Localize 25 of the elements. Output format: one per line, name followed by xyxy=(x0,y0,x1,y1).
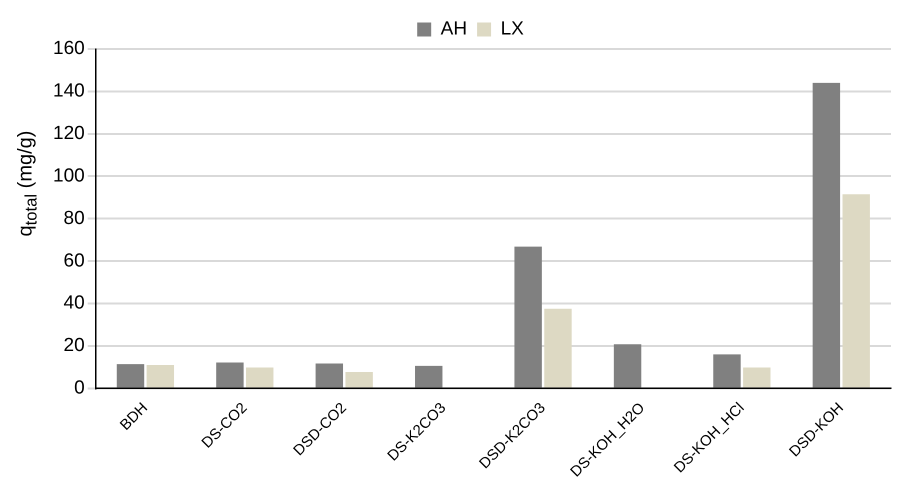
bar xyxy=(812,82,840,388)
bar xyxy=(316,364,344,388)
y-tick-label: 160 xyxy=(53,38,85,60)
legend-label: LX xyxy=(500,18,524,40)
bar xyxy=(415,366,442,388)
bar xyxy=(743,368,771,388)
bar xyxy=(246,368,274,388)
bar xyxy=(216,362,244,388)
y-tick-label: 60 xyxy=(64,250,85,272)
bar xyxy=(146,364,174,388)
bar xyxy=(614,344,642,388)
legend-label: AH xyxy=(440,18,468,40)
bar xyxy=(713,354,741,388)
y-tick-label: 80 xyxy=(64,208,85,229)
bar xyxy=(116,364,144,388)
y-tick-label: 40 xyxy=(64,292,85,314)
y-tick-label: 100 xyxy=(53,165,85,186)
y-tick-label: 120 xyxy=(53,123,85,144)
bar xyxy=(514,246,542,388)
bar xyxy=(842,194,870,388)
bar xyxy=(345,372,373,388)
bar xyxy=(544,308,572,388)
y-tick-label: 20 xyxy=(64,335,85,356)
y-tick-label: 140 xyxy=(53,80,85,102)
y-tick-label: 0 xyxy=(74,378,85,399)
